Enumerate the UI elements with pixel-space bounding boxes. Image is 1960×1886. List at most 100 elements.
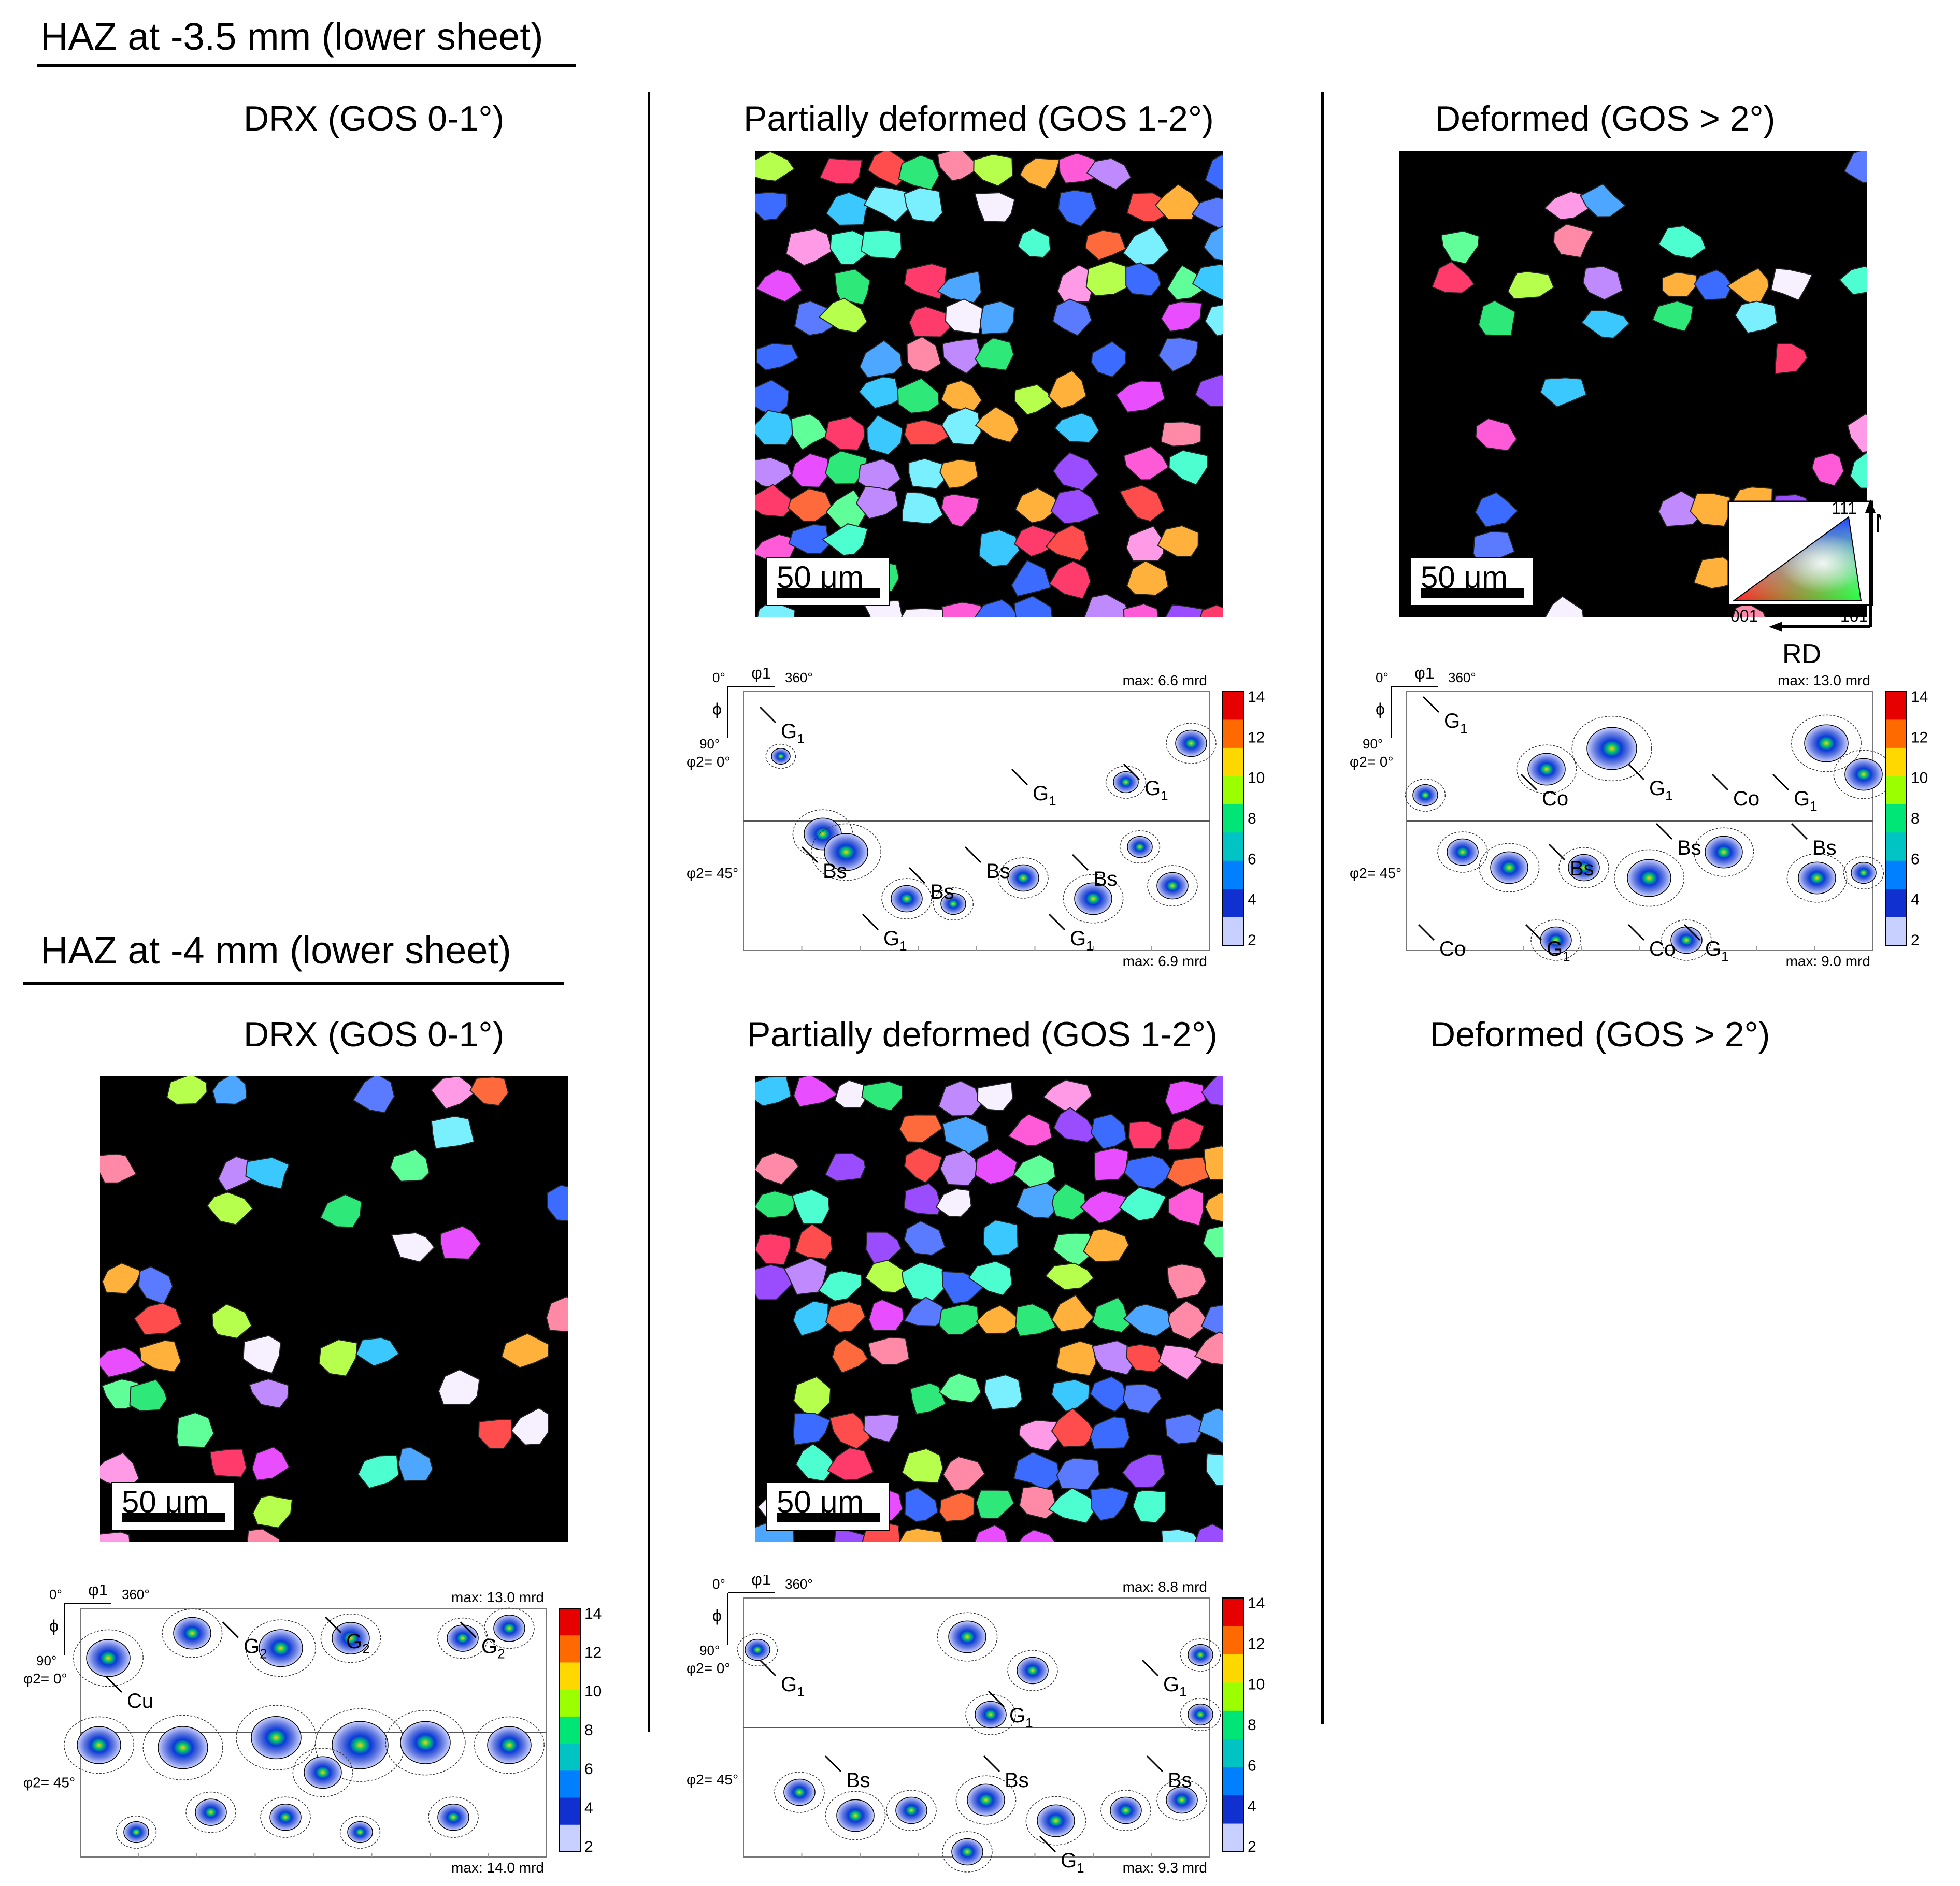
grain	[1168, 1300, 1210, 1341]
grain	[939, 1492, 975, 1522]
grain	[1091, 1113, 1127, 1150]
grain	[968, 1260, 1013, 1296]
odf-intensity-peak	[1490, 851, 1528, 884]
odf-axis-label: 90°	[699, 736, 720, 752]
odf-intensity-peak	[487, 1726, 532, 1764]
grain	[1472, 531, 1515, 562]
grain	[1157, 525, 1199, 557]
colorbar-tick: 10	[1911, 770, 1928, 787]
odf-axis-label: ϕ	[49, 1617, 59, 1635]
grain	[861, 1081, 904, 1112]
ebsd-map-haz35-partial: 50 μm	[755, 151, 1223, 617]
colorbar-segment	[560, 1797, 580, 1825]
colorbar-segment	[560, 1744, 580, 1772]
grain	[1161, 301, 1203, 332]
grain	[904, 1147, 943, 1184]
odf-intensity-peak	[1527, 753, 1566, 786]
grain	[1122, 226, 1170, 266]
grain	[252, 1495, 293, 1529]
grain	[788, 524, 830, 555]
odf-intensity-peak	[948, 1620, 986, 1653]
colorbar-segment	[1223, 719, 1243, 748]
odf-intensity-peak	[332, 1721, 389, 1769]
odf-intensity-peak	[1798, 861, 1836, 895]
grain	[438, 1369, 480, 1406]
grain	[1051, 1379, 1090, 1413]
odf-intensity-peak	[447, 1624, 479, 1652]
ebsd-map-haz35-deformed: 50 μm	[1399, 151, 1867, 617]
grain	[1058, 152, 1098, 184]
grain	[1015, 1182, 1061, 1219]
odf-axis-label: ϕ	[712, 700, 722, 718]
grain	[824, 416, 866, 451]
grain	[1475, 492, 1519, 528]
grain	[939, 1149, 979, 1186]
grain	[1158, 337, 1199, 372]
grain	[791, 1189, 830, 1225]
grain	[1122, 1453, 1166, 1489]
odf-intensity-peak	[1074, 882, 1112, 915]
grain	[1090, 1487, 1130, 1521]
odf-contour	[246, 1619, 316, 1677]
colorbar-segment	[1886, 776, 1907, 805]
ipf-color-key: 111 001 101	[1725, 497, 1891, 663]
odf-contour	[1405, 779, 1446, 812]
grain	[1161, 1529, 1200, 1542]
colorbar-segment	[1223, 917, 1243, 946]
grain	[974, 599, 1019, 617]
odf-intensity-peak	[1844, 758, 1883, 791]
grain	[984, 1374, 1023, 1410]
colorbar-segment	[1886, 747, 1907, 777]
ebsd-map-haz4-drx: 50 μm	[100, 1076, 568, 1542]
colorbar-tick: 6	[1911, 851, 1920, 868]
odf-axis-label: φ2= 45°	[686, 1772, 738, 1788]
odf-contour	[1614, 849, 1684, 907]
colorbar-tick: 6	[1248, 851, 1256, 868]
grain	[1198, 1407, 1223, 1444]
scale-bar: 50 μm	[111, 1482, 235, 1531]
grain	[1119, 1186, 1167, 1221]
odf-contour	[1693, 827, 1754, 877]
odf-max-top: max: 13.0 mrd	[1778, 672, 1870, 688]
grain	[908, 458, 946, 490]
grain	[1194, 1331, 1223, 1365]
grain	[792, 1300, 829, 1337]
odf-axis-label: φ2= 45°	[1350, 865, 1401, 881]
odf-intensity-peak	[1412, 784, 1438, 807]
grain	[1051, 1183, 1087, 1221]
grain	[1168, 450, 1209, 486]
colorbar-tick: 12	[1911, 729, 1928, 746]
grain	[908, 306, 951, 338]
grain	[1090, 1416, 1131, 1450]
colorbar-segment	[1886, 692, 1907, 721]
odf-component-label: Bs	[823, 860, 847, 883]
colorbar-segment	[1223, 1739, 1243, 1768]
grain	[1049, 560, 1092, 600]
colorbar-tick: 8	[1248, 1717, 1256, 1734]
scale-bar-line	[777, 1513, 880, 1522]
grain	[904, 1487, 939, 1522]
grain	[1478, 300, 1516, 337]
odf-component-label: Co	[1649, 938, 1676, 960]
colorbar-tick: 2	[584, 1838, 593, 1855]
colorbar-tick: 10	[584, 1683, 602, 1700]
odf-contour	[1166, 723, 1217, 764]
odf-axis-label: 90°	[36, 1653, 56, 1668]
odf-intensity-peak	[1447, 838, 1479, 866]
grain	[501, 1333, 550, 1369]
odf-contour	[933, 887, 974, 920]
grain	[1200, 1304, 1223, 1336]
odf-contour	[1119, 830, 1161, 863]
grain	[1126, 1344, 1166, 1373]
panel-title-partial-row2: Partially deformed (GOS 1-2°)	[747, 1015, 1218, 1054]
grain	[821, 523, 868, 556]
odf-intensity-peak	[437, 1803, 469, 1831]
grain	[1080, 1190, 1127, 1224]
grain	[975, 337, 1014, 371]
odf-contour	[998, 857, 1049, 899]
grain	[1090, 1376, 1128, 1413]
grain	[138, 1266, 174, 1305]
odf-axis-label: 90°	[699, 1643, 720, 1658]
grain	[1431, 261, 1475, 294]
odf-contour	[142, 1715, 223, 1780]
